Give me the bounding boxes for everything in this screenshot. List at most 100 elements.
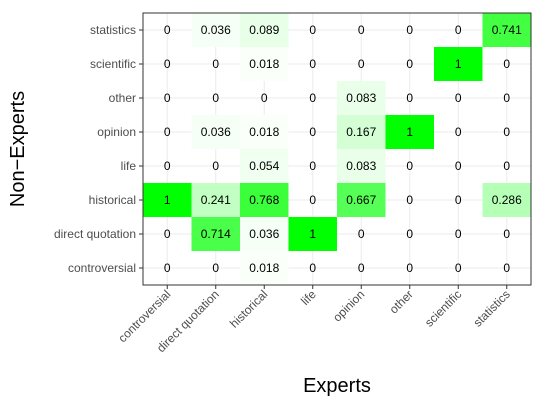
cell-value-label: 0.286 (492, 193, 522, 207)
cell-value-label: 1 (164, 193, 171, 207)
x-axis-title: Experts (303, 375, 371, 397)
cell-value-label: 0 (503, 125, 510, 139)
x-tick-label: scientific (422, 287, 464, 329)
cell-value-label: 0 (164, 57, 171, 71)
x-tick-label: life (298, 287, 319, 308)
cell-value-label: 0.089 (249, 23, 279, 37)
cell-value-label: 0 (309, 159, 316, 173)
cell-value-label: 0 (406, 23, 413, 37)
cell-value-label: 0.667 (346, 193, 376, 207)
heatmap-cell (240, 115, 289, 149)
cell-value-label: 0.241 (201, 193, 231, 207)
cell-value-label: 0 (358, 261, 365, 275)
cell-value-label: 0 (358, 57, 365, 71)
y-axis-title: Non−Experts (7, 91, 29, 207)
heatmap-cell (337, 149, 386, 183)
heatmap-cells (143, 13, 531, 285)
cell-value-label: 0 (164, 227, 171, 241)
cell-value-label: 0.741 (492, 23, 522, 37)
cell-value-label: 0 (406, 91, 413, 105)
heatmap-cell (337, 115, 386, 149)
cell-value-label: 1 (406, 125, 413, 139)
cell-value-labels: 0 0 0.018 0 0 0 0 0 0 0.714 0.036 1 0 0 0 0 1 0.241 0.768 0… (164, 23, 522, 275)
y-tick-label: scientific (90, 57, 136, 71)
cell-value-label: 0 (212, 57, 219, 71)
y-tick-label: statistics (90, 23, 136, 37)
cell-value-label: 0 (212, 91, 219, 105)
cell-value-label: 0 (455, 261, 462, 275)
cell-value-label: 0 (212, 159, 219, 173)
cell-value-label: 0 (358, 227, 365, 241)
cell-value-label: 0 (309, 125, 316, 139)
y-tick-label: direct quotation (54, 227, 136, 241)
heatmap-cell (385, 115, 434, 149)
cell-value-label: 0 (309, 57, 316, 71)
heatmap-cell (191, 217, 240, 251)
cell-value-label: 0 (503, 261, 510, 275)
cell-value-label: 0 (309, 261, 316, 275)
cell-value-label: 0 (455, 91, 462, 105)
cell-value-label: 0 (212, 261, 219, 275)
heatmap-cell (191, 115, 240, 149)
cell-value-label: 1 (455, 57, 462, 71)
heatmap-cell (240, 217, 289, 251)
heatmap-cell (143, 183, 192, 217)
plot-panel-border (142, 12, 532, 286)
y-axis-ticks: controversial direct quotation historical l… (54, 23, 143, 275)
cell-value-label: 0.054 (249, 159, 279, 173)
cell-value-label: 0 (503, 91, 510, 105)
cell-value-label: 0 (503, 57, 510, 71)
cell-value-label: 0.036 (201, 23, 231, 37)
heatmap-cell (191, 183, 240, 217)
y-tick-label: other (109, 91, 136, 105)
x-tick-label: opinion (330, 287, 367, 324)
heatmap-cell (191, 13, 240, 47)
heatmap-cell (482, 183, 531, 217)
cell-value-label: 0 (358, 23, 365, 37)
cell-value-label: 0 (164, 91, 171, 105)
cell-value-label: 0 (406, 227, 413, 241)
cell-value-label: 0.018 (249, 125, 279, 139)
heatmap-cell (240, 251, 289, 285)
cell-value-label: 0.083 (346, 159, 376, 173)
heatmap-cell (240, 13, 289, 47)
cell-value-label: 0 (455, 23, 462, 37)
x-tick-label: historical (227, 287, 270, 330)
cell-value-label: 0.036 (249, 227, 279, 241)
y-tick-label: life (121, 159, 137, 173)
cell-value-label: 0 (261, 91, 268, 105)
x-tick-label: statistics (470, 287, 512, 329)
heatmap-cell (337, 81, 386, 115)
heatmap-cell (240, 149, 289, 183)
heatmap-cell (337, 183, 386, 217)
y-tick-label: opinion (97, 125, 136, 139)
cell-value-label: 0 (503, 159, 510, 173)
cell-value-label: 0 (164, 23, 171, 37)
heatmap-cell (240, 47, 289, 81)
y-tick-label: controversial (68, 261, 136, 275)
cell-value-label: 0 (503, 227, 510, 241)
cell-value-label: 0 (164, 261, 171, 275)
cell-value-label: 0 (455, 193, 462, 207)
cell-value-label: 0 (406, 193, 413, 207)
heatmap-cell (482, 13, 531, 47)
x-tick-label: other (387, 287, 416, 316)
heatmap-cell (240, 183, 289, 217)
cell-value-label: 0 (455, 159, 462, 173)
cell-value-label: 0 (455, 125, 462, 139)
heatmap-cell (434, 47, 483, 81)
cell-value-label: 0 (455, 227, 462, 241)
cell-value-label: 0.768 (249, 193, 279, 207)
y-tick-label: historical (89, 193, 136, 207)
cell-value-label: 0.036 (201, 125, 231, 139)
cell-value-label: 0 (406, 159, 413, 173)
cell-value-label: 0 (309, 193, 316, 207)
cell-value-label: 0.167 (346, 125, 376, 139)
cell-value-label: 0.018 (249, 57, 279, 71)
cell-value-label: 0.018 (249, 261, 279, 275)
cell-value-label: 1 (309, 227, 316, 241)
cell-value-label: 0 (309, 91, 316, 105)
cell-value-label: 0 (309, 23, 316, 37)
cell-value-label: 0.714 (201, 227, 231, 241)
